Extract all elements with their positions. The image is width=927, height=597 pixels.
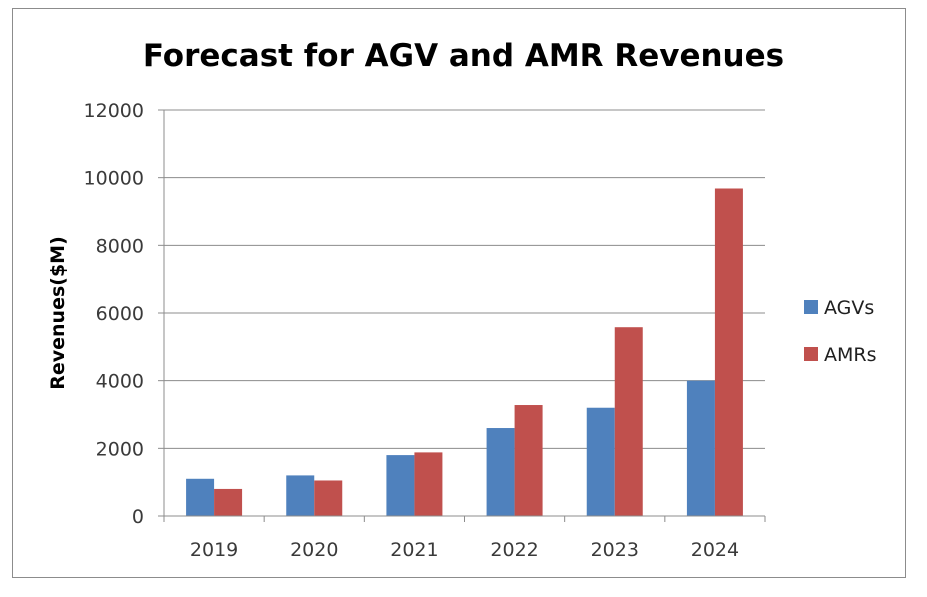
bar-agvs-2021 [386,455,415,516]
legend-swatch-amrs [804,347,818,361]
y-tick-label: 2000 [96,438,144,460]
x-tick-label: 2024 [691,539,739,561]
bar-agvs-2019 [186,478,215,516]
bar-amrs-2021 [414,452,443,516]
y-axis-label: Revenues($M) [47,236,69,390]
legend-label-agvs: AGVs [824,297,874,319]
y-tick-label: 0 [132,506,144,528]
bar-agvs-2020 [286,475,315,516]
bar-agvs-2024 [686,380,715,516]
x-tick-label: 2019 [190,539,238,561]
legend: AGVs AMRs [804,297,877,366]
gridlines [164,109,765,449]
chart-title: Forecast for AGV and AMR Revenues [142,38,785,74]
bar-amrs-2023 [614,327,643,516]
y-tick-label: 4000 [96,371,144,393]
x-tick-label: 2023 [591,539,639,561]
y-tick-label: 10000 [84,168,144,190]
x-tick-label: 2020 [290,539,338,561]
x-axis-ticks: 2019 2020 2021 2022 2023 2024 [163,516,766,561]
bar-agvs-2023 [586,407,615,516]
legend-label-amrs: AMRs [824,344,877,366]
x-tick-label: 2022 [490,539,538,561]
bar-amrs-2019 [214,488,243,516]
bar-amrs-2022 [514,405,543,516]
y-tick-label: 12000 [84,100,144,122]
legend-swatch-agvs [804,300,818,314]
y-axis-ticks: 0 2000 4000 6000 8000 10000 12000 [84,100,164,528]
bar-amrs-2020 [314,480,343,516]
y-tick-label: 6000 [96,303,144,325]
x-tick-label: 2021 [390,539,438,561]
bar-agvs-2022 [486,428,515,516]
bar-amrs-2024 [714,188,743,516]
chart-frame [12,8,906,578]
bars [186,188,743,516]
y-tick-label: 8000 [96,235,144,257]
